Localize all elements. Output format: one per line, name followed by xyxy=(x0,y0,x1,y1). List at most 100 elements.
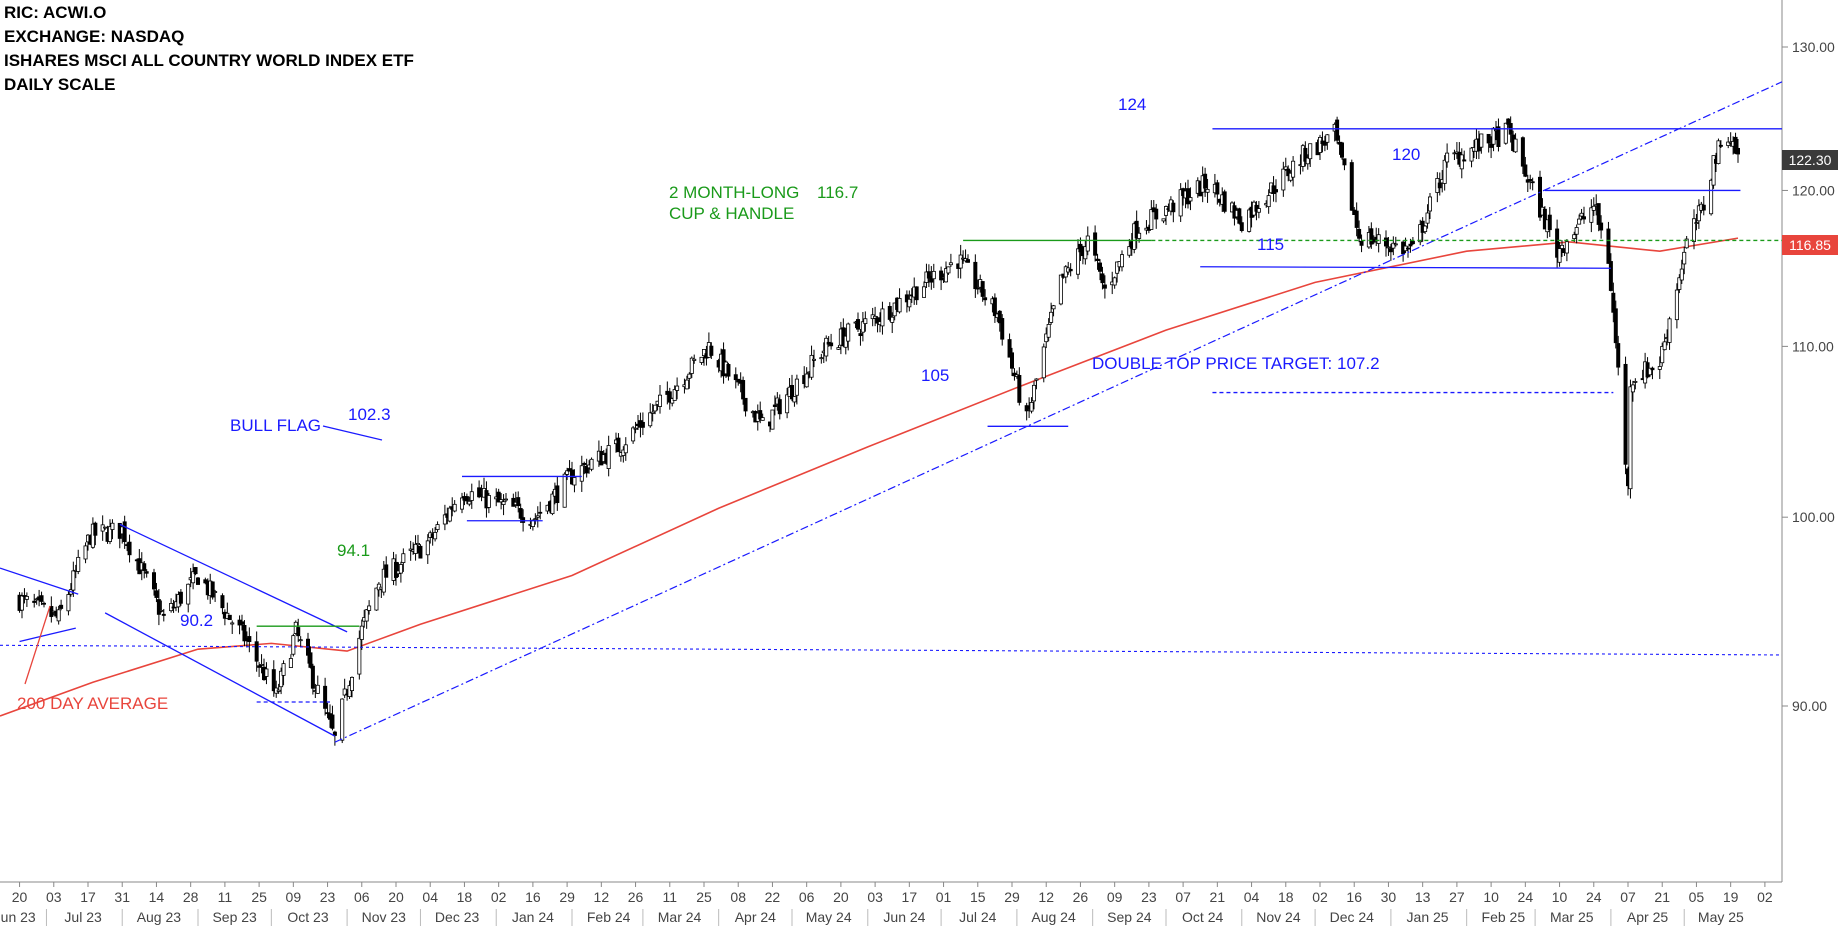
candle-body xyxy=(381,568,386,593)
x-day-label: 23 xyxy=(1141,889,1157,905)
candle-body xyxy=(856,319,861,330)
candle-body xyxy=(819,357,824,360)
candle-body xyxy=(193,567,198,575)
candle-body xyxy=(281,663,286,676)
candle-body xyxy=(606,445,611,469)
ric-label: RIC: ACWI.O xyxy=(4,3,107,22)
candle-body xyxy=(1538,176,1543,218)
candle-body xyxy=(863,318,868,324)
candle-body xyxy=(533,518,538,521)
candle-body xyxy=(24,596,29,600)
candle-body xyxy=(452,503,457,512)
candle-body xyxy=(1161,218,1166,222)
candle-body xyxy=(692,358,697,361)
candle-body xyxy=(1388,248,1393,253)
candle-body xyxy=(357,637,362,675)
candle-body xyxy=(59,604,64,609)
candle-body xyxy=(127,541,132,556)
candle-body xyxy=(1437,182,1442,189)
y-tick-label: 90.00 xyxy=(1792,698,1827,714)
bull-flag-label: BULL FLAG xyxy=(230,416,321,435)
candle-body xyxy=(364,609,369,622)
candle-body xyxy=(1418,224,1423,243)
candle-body xyxy=(83,545,88,560)
candle-body xyxy=(1662,341,1667,351)
candle-body xyxy=(846,323,851,342)
candle-body xyxy=(1716,140,1721,164)
x-month-label: Aug 23 xyxy=(137,909,182,925)
channel-lower-line xyxy=(104,612,336,737)
x-day-label: 09 xyxy=(1107,889,1123,905)
candle-body xyxy=(447,507,452,522)
candle-body xyxy=(1733,136,1738,154)
candle-body xyxy=(1359,240,1364,246)
candle-body xyxy=(890,316,895,323)
candle-body xyxy=(1682,251,1687,265)
x-day-label: 07 xyxy=(1175,889,1191,905)
candle-body xyxy=(19,595,24,611)
candle-body xyxy=(349,676,354,691)
candle-body xyxy=(110,522,115,530)
candle-body xyxy=(1335,119,1340,141)
x-day-label: 26 xyxy=(628,889,644,905)
candle-body xyxy=(1178,189,1183,217)
candle-body xyxy=(1376,234,1381,244)
candle-body xyxy=(1093,232,1098,256)
channel-upper-line xyxy=(119,523,348,633)
level-105-label: 105 xyxy=(921,366,949,385)
candle-body xyxy=(689,357,694,374)
candle-body xyxy=(804,373,809,388)
candle-body xyxy=(1736,147,1741,155)
candle-body xyxy=(1017,375,1022,403)
candle-body xyxy=(518,508,523,519)
x-month-label: Nov 23 xyxy=(362,909,407,925)
ma-label-pointer xyxy=(24,605,51,685)
x-month-label: Feb 24 xyxy=(587,909,631,925)
candle-body xyxy=(516,497,521,507)
candle-body xyxy=(809,354,814,378)
x-day-label: 01 xyxy=(936,889,952,905)
candle-body xyxy=(1098,262,1103,272)
candle-body xyxy=(1520,137,1525,167)
candle-body xyxy=(499,499,504,503)
candle-body xyxy=(1650,367,1655,371)
candle-body xyxy=(1462,159,1467,162)
candle-body xyxy=(1076,248,1081,275)
candle-body xyxy=(699,356,704,363)
candle-body xyxy=(958,254,963,269)
candle-body xyxy=(308,652,313,668)
candle-body xyxy=(1127,246,1132,256)
candle-body xyxy=(325,712,330,715)
candle-body xyxy=(186,583,191,605)
candle-body xyxy=(1281,168,1286,191)
candle-body xyxy=(1034,378,1039,381)
candle-body xyxy=(860,321,865,333)
candle-body xyxy=(298,639,303,642)
x-month-label: Oct 24 xyxy=(1182,909,1223,925)
candle-body xyxy=(1726,141,1731,146)
x-month-label: Nov 24 xyxy=(1256,909,1301,925)
candle-body xyxy=(1589,207,1594,223)
candle-body xyxy=(1423,225,1428,233)
scale-label: DAILY SCALE xyxy=(4,75,116,94)
candle-body xyxy=(122,521,127,542)
candle-body xyxy=(503,498,508,501)
candle-body xyxy=(1322,140,1327,146)
candle-body xyxy=(1222,191,1227,212)
candle-body xyxy=(702,349,707,357)
candle-body xyxy=(687,373,692,379)
candle-body xyxy=(1496,126,1501,148)
candle-body xyxy=(1579,212,1584,217)
candle-body xyxy=(1406,247,1411,250)
candle-body xyxy=(1547,214,1552,231)
x-day-label: 25 xyxy=(251,889,267,905)
candle-body xyxy=(425,540,430,556)
candle-body xyxy=(1247,209,1252,232)
candle-body xyxy=(264,668,269,677)
candle-body xyxy=(966,259,971,263)
candle-body xyxy=(897,298,902,313)
candle-body xyxy=(1032,384,1037,402)
candle-body xyxy=(929,275,934,283)
candle-body xyxy=(1560,244,1565,249)
